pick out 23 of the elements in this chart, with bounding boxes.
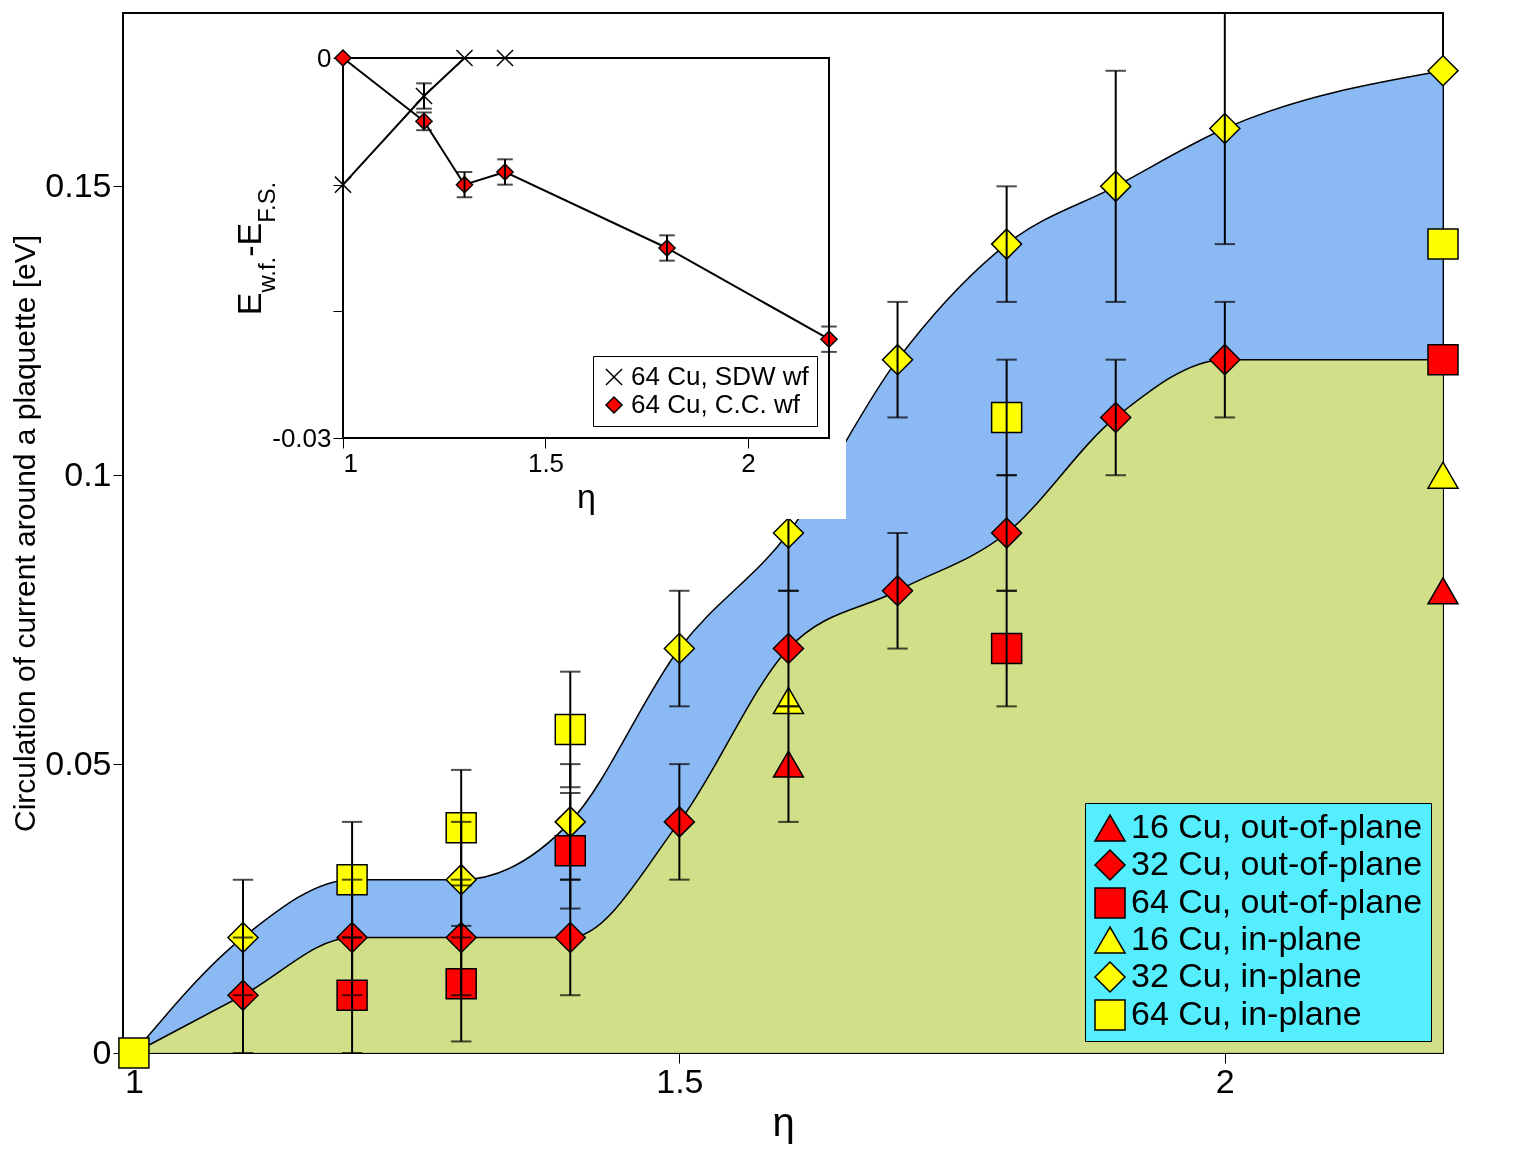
y-tick-label: 0.1 — [64, 454, 112, 493]
x-axis-title: η — [577, 476, 596, 515]
y-tick-label: 0.15 — [45, 165, 112, 204]
legend-label: 64 Cu, C.C. wf — [631, 389, 801, 419]
legend-label: 16 Cu, out-of-plane — [1131, 807, 1423, 845]
legend-label: 64 Cu, in-plane — [1131, 994, 1362, 1032]
x-tick-label: 1.5 — [527, 447, 565, 478]
x-tick-label: 1 — [124, 1061, 144, 1100]
legend-label: 64 Cu, SDW wf — [631, 361, 810, 391]
legend-label: 64 Cu, out-of-plane — [1131, 882, 1423, 920]
x-tick-label: 2 — [741, 447, 756, 478]
x-tick-label: 1 — [343, 447, 358, 478]
x-tick-label: 2 — [1215, 1061, 1235, 1100]
legend-label: 32 Cu, in-plane — [1131, 956, 1362, 994]
y-tick-label: 0 — [92, 1032, 112, 1071]
y-tick-label: -0.03 — [272, 422, 332, 453]
legend-label: 32 Cu, out-of-plane — [1131, 844, 1423, 882]
y-axis-title: Circulation of current around a plaquette [eV] — [8, 234, 42, 833]
y-tick-label: 0.05 — [45, 743, 112, 782]
x-axis-title: η — [772, 1099, 795, 1144]
legend-label: 16 Cu, in-plane — [1131, 919, 1362, 957]
x-tick-label: 1.5 — [656, 1061, 704, 1100]
y-tick-label: 0 — [317, 42, 332, 73]
